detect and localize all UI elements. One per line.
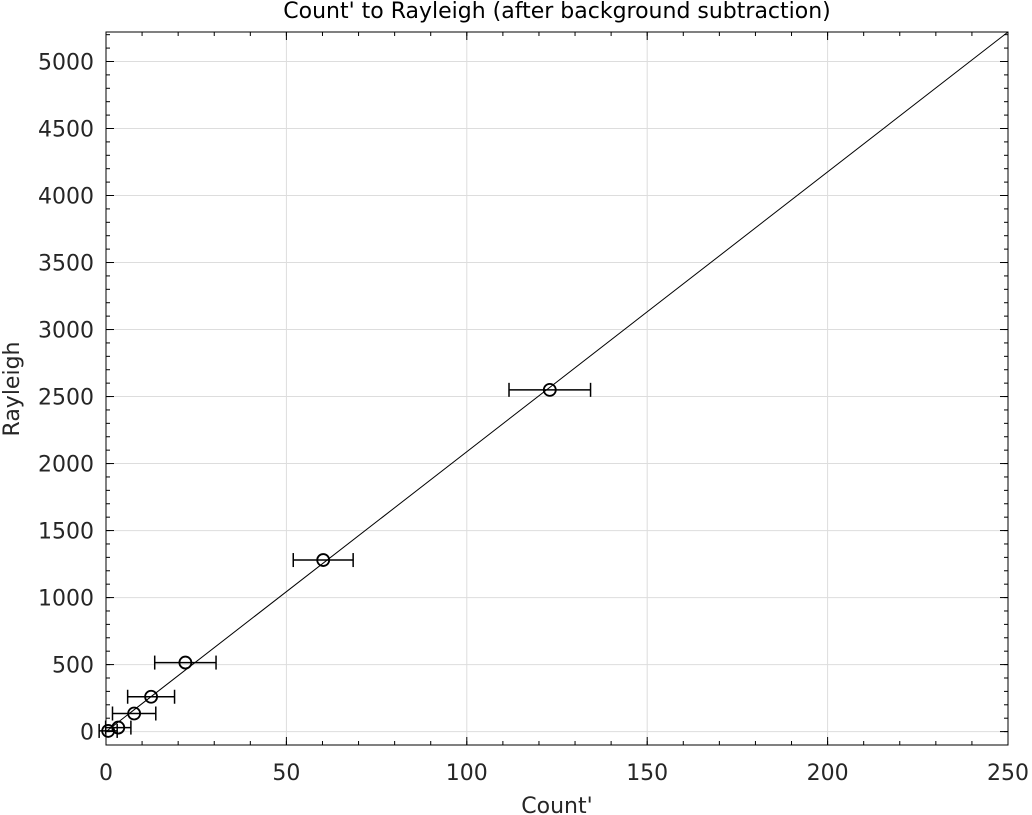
data-point bbox=[542, 382, 557, 397]
y-tick-label: 4500 bbox=[38, 117, 94, 142]
y-tick-label: 5000 bbox=[38, 50, 94, 75]
data-points bbox=[98, 382, 592, 738]
x-axis-ticks: 0 50 100 150 200 250 bbox=[99, 32, 1029, 786]
plot-area-border bbox=[105, 31, 1009, 746]
y-tick-label: 1000 bbox=[38, 587, 94, 612]
x-tick-label: 100 bbox=[446, 761, 488, 786]
y-axis-ticks: 0 500 1000 1500 2000 2500 3000 3500 4000 4500 5000 bbox=[38, 34, 1008, 746]
y-tick-label: 2000 bbox=[38, 453, 94, 478]
y-tick-label: 3500 bbox=[38, 252, 94, 277]
x-tick-label: 200 bbox=[807, 761, 849, 786]
y-tick-label: 3000 bbox=[38, 319, 94, 344]
grid bbox=[105, 32, 1009, 745]
data-point bbox=[178, 655, 193, 670]
data-point bbox=[316, 553, 331, 567]
fit-line bbox=[105, 31, 1009, 732]
x-tick-label: 50 bbox=[272, 761, 300, 786]
y-tick-label: 500 bbox=[52, 654, 94, 679]
x-axis-label: Count' bbox=[521, 794, 592, 815]
y-tick-label: 2500 bbox=[38, 386, 94, 411]
x-tick-label: 0 bbox=[99, 761, 113, 786]
y-tick-label: 1500 bbox=[38, 520, 94, 545]
x-tick-label: 150 bbox=[626, 761, 668, 786]
x-tick-label: 250 bbox=[987, 761, 1029, 786]
y-tick-label: 0 bbox=[80, 721, 94, 746]
plot-frame bbox=[105, 31, 1009, 746]
fit-line-layer bbox=[105, 31, 1009, 732]
data-point bbox=[127, 706, 142, 721]
data-point bbox=[144, 689, 159, 704]
y-tick-label: 4000 bbox=[38, 185, 94, 210]
y-axis-label: Rayleigh bbox=[0, 342, 25, 437]
chart-title: Count' to Rayleigh (after background sub… bbox=[283, 0, 831, 24]
data-point bbox=[111, 720, 126, 735]
